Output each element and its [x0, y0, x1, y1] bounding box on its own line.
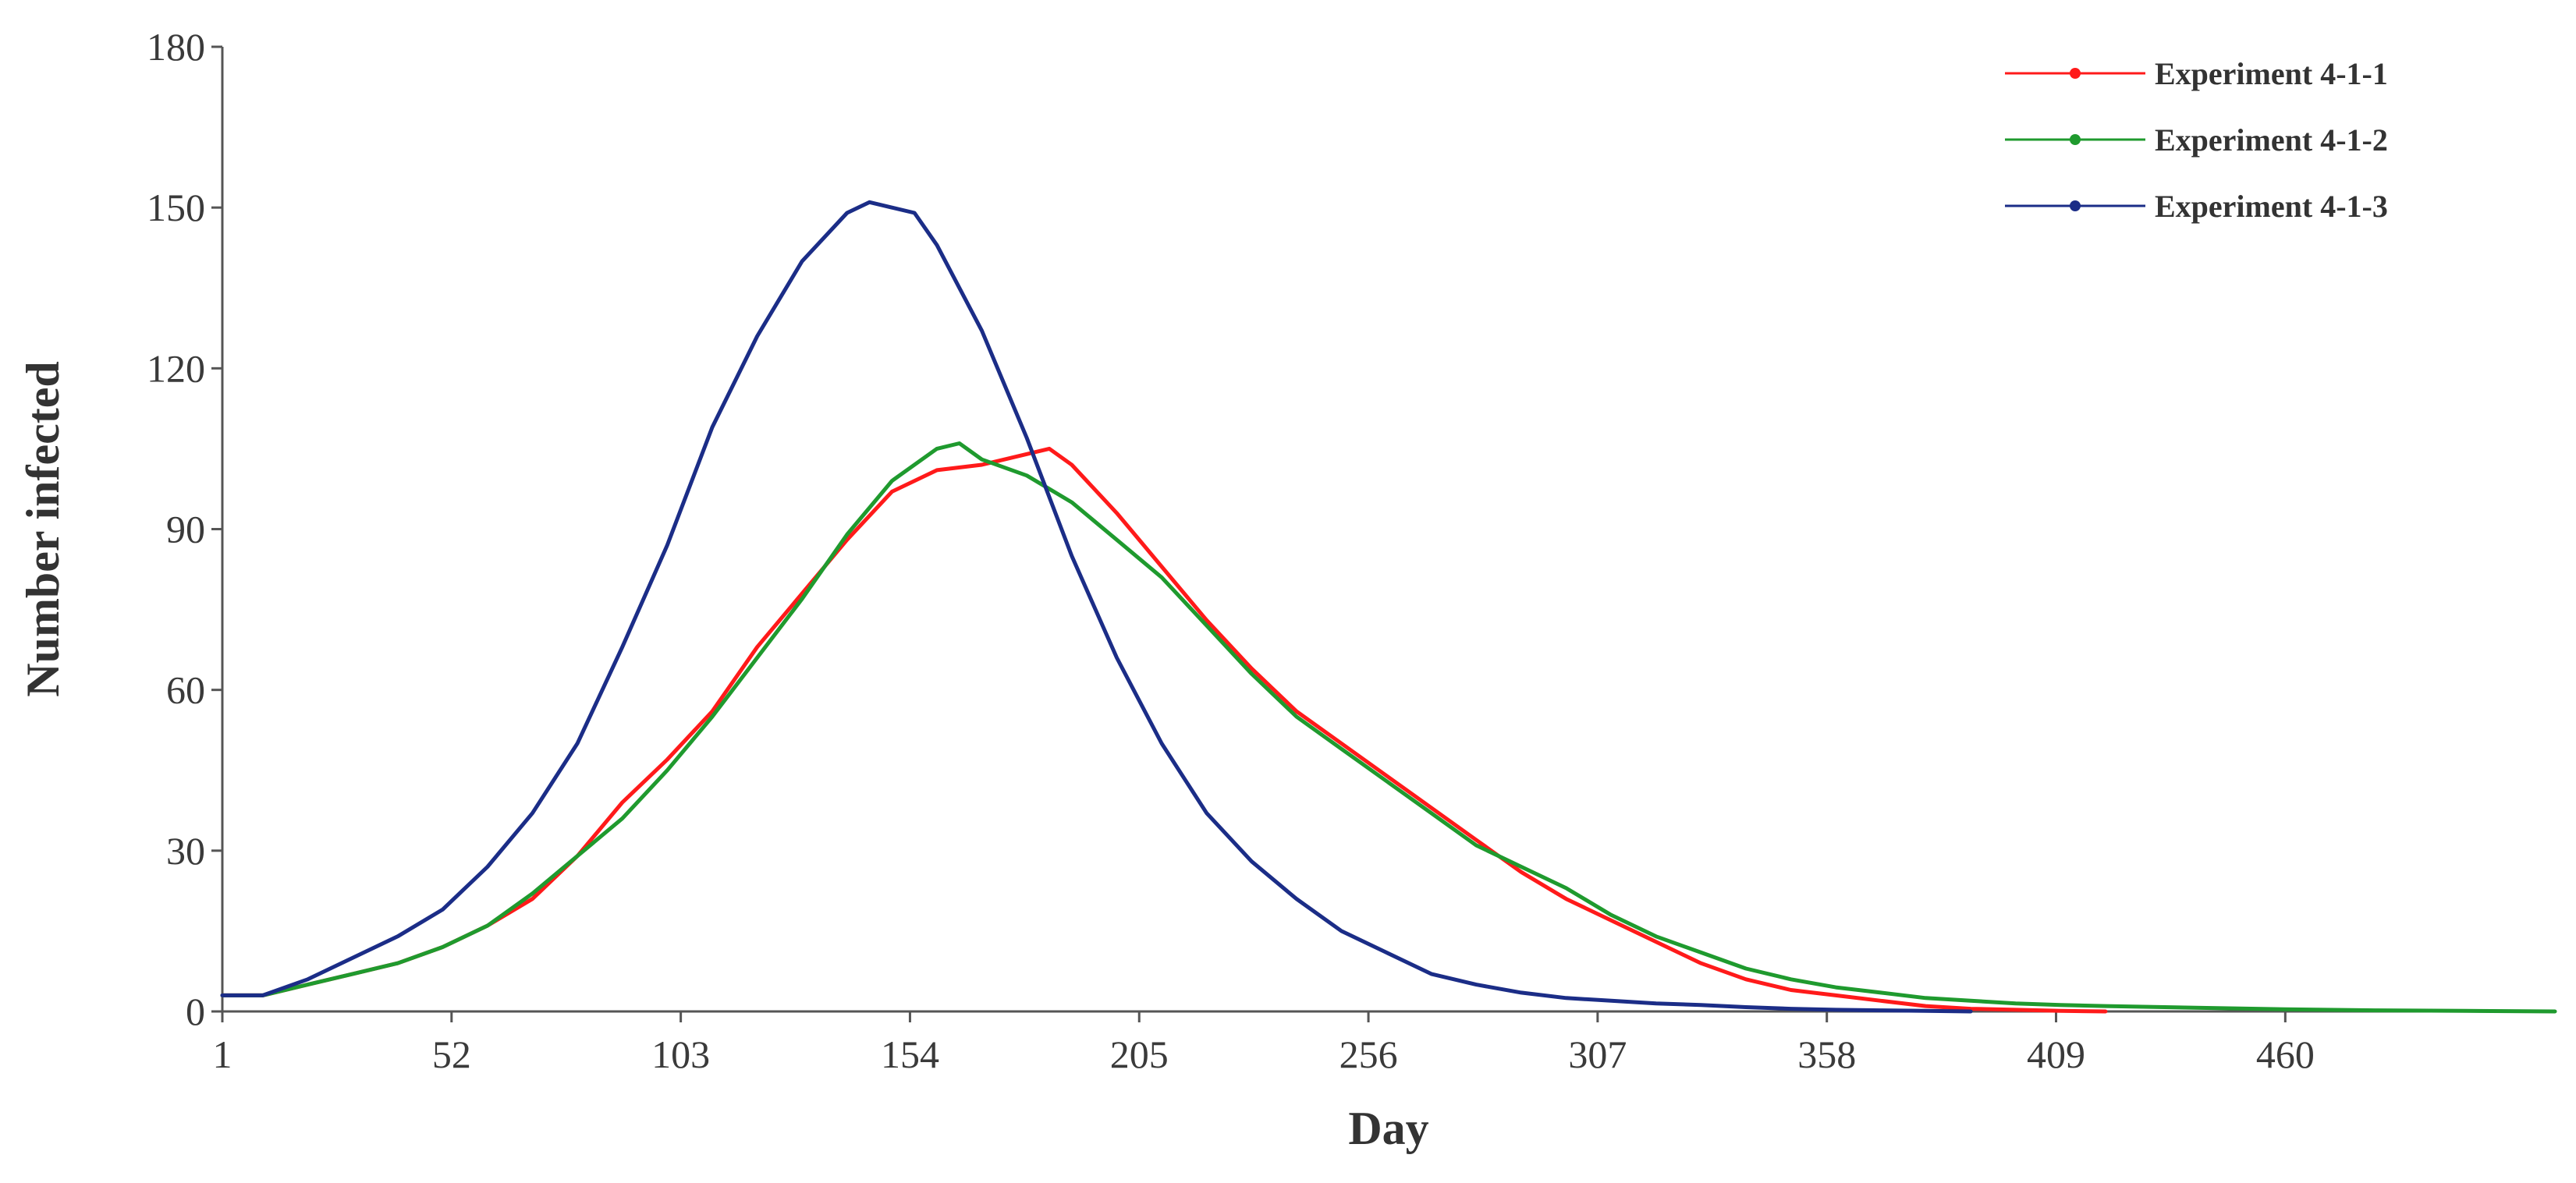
x-tick-label: 154 [881, 1032, 939, 1076]
x-axis-title: Day [1348, 1103, 1428, 1154]
y-tick-label: 60 [166, 668, 205, 712]
y-tick-label: 180 [147, 25, 205, 69]
series-line-1 [220, 446, 2108, 1014]
x-tick-label: 256 [1339, 1032, 1398, 1076]
series-line-3 [220, 200, 1973, 1014]
y-tick-label: 0 [186, 990, 205, 1033]
x-tick-label: 358 [1797, 1032, 1856, 1076]
x-tick-label: 307 [1568, 1032, 1627, 1076]
legend: Experiment 4-1-1 Experiment 4-1-2 Experime… [2005, 56, 2388, 224]
y-tick-label: 90 [166, 508, 205, 551]
y-axis-title: Number infected [17, 361, 69, 697]
y-tick-label: 150 [147, 186, 205, 229]
series-line-2 [220, 441, 2557, 1014]
y-tick-label: 120 [147, 346, 205, 390]
series-lines [220, 200, 2557, 1014]
legend-marker-3 [2070, 200, 2081, 211]
x-tick-label: 409 [2027, 1032, 2085, 1076]
legend-label-2: Experiment 4-1-2 [2155, 122, 2388, 158]
x-tick-label: 205 [1110, 1032, 1169, 1076]
legend-marker-1 [2070, 68, 2081, 79]
axes: 0 30 60 90 120 150 180 1 52 103 154 205 256 307 358 409… [147, 25, 2555, 1076]
y-tick-label: 30 [166, 829, 205, 873]
x-tick-label: 52 [432, 1032, 471, 1076]
legend-label-3: Experiment 4-1-3 [2155, 189, 2388, 224]
legend-marker-2 [2070, 134, 2081, 145]
x-tick-label: 1 [213, 1032, 232, 1076]
legend-label-1: Experiment 4-1-1 [2155, 56, 2388, 91]
x-tick-label: 460 [2256, 1032, 2315, 1076]
x-tick-label: 103 [651, 1032, 710, 1076]
